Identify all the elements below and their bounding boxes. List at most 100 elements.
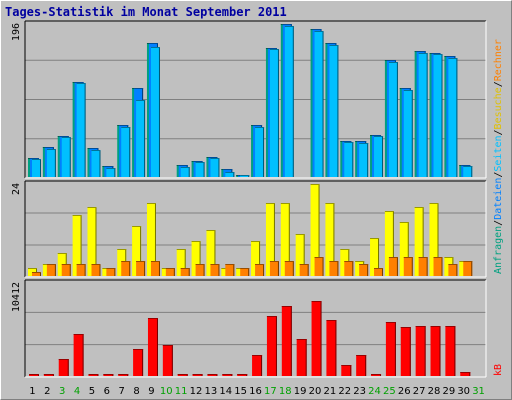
x-axis-day-label: 30 (457, 386, 470, 397)
sites-bar (150, 261, 160, 276)
kbytes-bar (29, 374, 39, 376)
pages-bar (46, 149, 56, 177)
sites-bar (180, 268, 190, 276)
x-axis-day-label: 31 (472, 386, 485, 397)
sites-bar (448, 264, 458, 276)
visits-bar (384, 211, 394, 276)
kbytes-bar (207, 374, 218, 376)
sites-bar (46, 264, 56, 276)
y-axis-max-label: 24 (11, 183, 22, 195)
visits-bar (429, 203, 439, 276)
kbytes-bar (43, 374, 54, 376)
legend-visits: Besuche (493, 87, 504, 129)
pages-bar (448, 58, 458, 177)
x-axis-day-label: 19 (294, 386, 307, 397)
visits-bar (295, 234, 305, 276)
sites-bar (403, 257, 413, 276)
legend-kbytes: kB (493, 364, 504, 376)
pages-bar (374, 136, 384, 177)
pages-bar (329, 45, 339, 177)
kbytes-bar (222, 374, 233, 376)
kbytes-bar (133, 349, 144, 376)
pages-bar (359, 143, 369, 177)
kbytes-bar (58, 359, 69, 376)
pages-bar (388, 62, 398, 177)
x-axis-day-label: 5 (89, 386, 95, 397)
sites-bar (76, 264, 86, 276)
visits-bar (414, 207, 424, 276)
kbytes-bar (88, 374, 99, 376)
x-axis-day-label: 20 (309, 386, 322, 397)
kbytes-bar (147, 318, 158, 376)
x-axis-day-label: 6 (104, 386, 110, 397)
visits-bar (280, 203, 290, 276)
sites-bar (32, 272, 41, 276)
x-axis-day-label: 18 (279, 386, 292, 397)
legend-files: Dateien (493, 178, 504, 220)
pages-bar (180, 167, 190, 177)
kbytes-bar (356, 355, 367, 376)
y-axis-max-label: 10412 (11, 282, 22, 312)
sites-bar (210, 264, 220, 276)
x-axis-day-label: 12 (190, 386, 203, 397)
x-axis-day-label: 2 (44, 386, 50, 397)
kbytes-bar (296, 339, 307, 376)
pages-bar (344, 142, 354, 177)
x-axis-day-label: 26 (398, 386, 411, 397)
pages-bar (240, 175, 250, 177)
legend-separator: / (493, 129, 504, 135)
kbytes-bar (281, 306, 292, 376)
visits-bar (72, 215, 82, 276)
kbytes-bar (118, 374, 129, 376)
x-axis-day-label: 16 (249, 386, 262, 397)
visits-bar (191, 241, 201, 276)
sites-bar (314, 257, 324, 276)
visits-bar (265, 203, 275, 276)
sites-bar (269, 261, 279, 276)
sites-bar (463, 261, 473, 276)
sites-bar (165, 268, 175, 276)
pages-bar (314, 31, 324, 177)
pages-bar (32, 159, 41, 177)
y-axis-max-label: 196 (11, 23, 22, 41)
visits-bar (132, 226, 142, 276)
pages-bar (136, 100, 146, 177)
visits-bar (310, 184, 320, 276)
x-axis-day-label: 13 (205, 386, 218, 397)
sites-bar (240, 268, 250, 276)
sites-bar (255, 264, 265, 276)
sites-bar (121, 261, 131, 276)
sites-bar (299, 264, 309, 276)
kbytes-bar (445, 326, 456, 376)
x-axis-day-label: 9 (148, 386, 154, 397)
x-axis-day-label: 3 (59, 386, 65, 397)
visits-bar (251, 241, 261, 276)
kbytes-bar (326, 320, 337, 376)
x-axis-day-label: 8 (133, 386, 139, 397)
kbytes-bar (400, 327, 411, 376)
sites-bar (106, 268, 116, 276)
x-axis-day-label: 27 (413, 386, 426, 397)
x-axis-day-label: 17 (264, 386, 277, 397)
right-legend-upper: Anfragen/Dateien/Seiten/Besuche/Rechner (493, 39, 504, 274)
legend-separator: / (493, 172, 504, 178)
sites-bar (359, 264, 369, 276)
kbytes-bar (266, 316, 277, 376)
x-axis-day-label: 29 (442, 386, 455, 397)
pages-bar (225, 172, 235, 177)
sites-bar (225, 264, 235, 276)
kbytes-bar (252, 355, 263, 376)
pages-bar (463, 166, 473, 177)
pages-bar (106, 168, 116, 177)
kbytes-bar (460, 372, 471, 376)
kbytes-bar (73, 334, 84, 376)
x-axis-day-label: 28 (428, 386, 441, 397)
sites-bar (418, 257, 428, 276)
kbytes-bar (311, 301, 322, 376)
kbytes-bar (371, 374, 382, 376)
kbytes-bar (341, 365, 352, 376)
visits-bar (325, 203, 335, 276)
kbytes-bar (162, 345, 173, 376)
pages-bar (61, 137, 71, 177)
